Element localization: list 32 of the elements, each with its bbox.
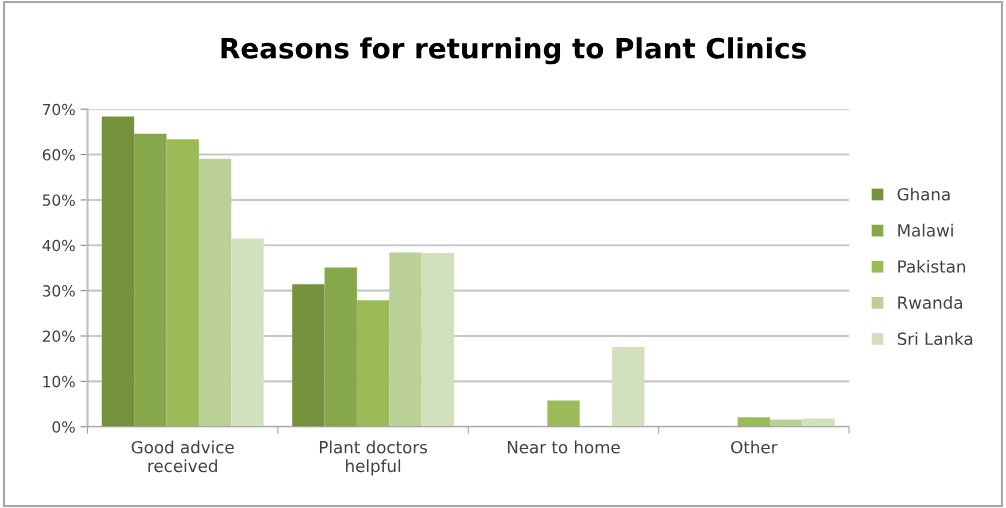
y-tick-label: 70% [43,103,75,116]
bar [324,267,357,427]
bar [292,284,325,427]
x-tick-label: Good advice received [131,440,234,473]
bar [770,419,803,427]
bar [356,300,390,427]
chart-title: Reasons for returning to Plant Clinics [221,37,806,65]
y-tick-label: 10% [43,375,75,388]
y-tick-label: 30% [42,285,75,297]
y-tick-label: 0% [52,421,75,433]
bar [421,253,455,427]
bar [389,252,422,427]
legend-label: Malawi [898,223,953,237]
legend-label: Sri Lanka [897,332,973,346]
bar [198,158,232,427]
x-tick-label: Near to home [507,440,620,454]
bar [231,238,264,427]
bar [101,116,135,427]
x-tick-label: Other [731,440,778,454]
legend-label: Rwanda [898,296,962,309]
bar [612,346,645,427]
y-tick-label: 60% [42,149,75,161]
legend-label: Ghana [897,187,950,201]
y-tick-label: 20% [42,330,75,343]
x-tick-label: Plant doctors helpful [319,440,428,476]
bar [166,139,199,427]
bar [134,133,167,427]
bar [737,417,771,427]
y-tick-label: 50% [42,194,75,206]
y-tick-label: 40% [42,239,75,252]
bar [547,400,580,427]
legend-label: Pakistan [898,259,966,273]
